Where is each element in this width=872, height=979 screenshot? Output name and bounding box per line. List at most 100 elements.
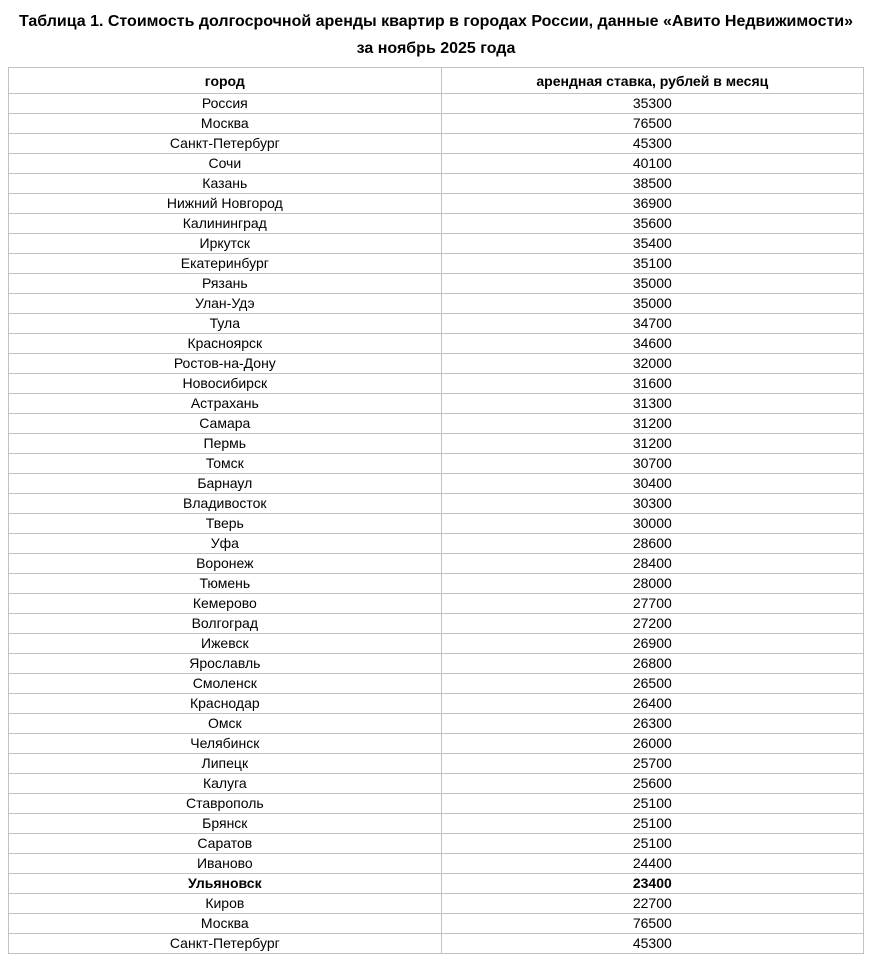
rate-cell: 36900 [440,193,865,214]
city-cell: Калининград [8,213,442,234]
city-cell: Тула [8,313,442,334]
table-row: Смоленск 26500 [8,673,865,694]
rate-cell: 28000 [440,573,865,594]
rate-cell: 45300 [440,133,865,154]
rate-cell: 31600 [440,373,865,394]
table-row: Рязань 35000 [8,273,865,294]
table-row: Калуга 25600 [8,773,865,794]
table-header: город арендная ставка, рублей в месяц [8,67,865,94]
rate-cell: 30000 [440,513,865,534]
rate-cell: 76500 [440,113,865,134]
rate-cell: 35300 [440,93,865,114]
table-row: Красноярск 34600 [8,333,865,354]
table-row: Киров 22700 [8,893,865,914]
city-cell: Красноярск [8,333,442,354]
table-row: Нижний Новгород 36900 [8,193,865,214]
table-row: Томск 30700 [8,453,865,474]
table-row: Пермь 31200 [8,433,865,454]
rate-cell: 25600 [440,773,865,794]
table-title: Таблица 1. Стоимость долгосрочной аренды… [18,13,854,57]
table-row: Воронеж 28400 [8,553,865,574]
table-row: Санкт-Петербург 45300 [8,933,865,954]
rate-cell: 31300 [440,393,865,414]
city-cell: Барнаул [8,473,442,494]
city-cell: Челябинск [8,733,442,754]
rate-cell: 30700 [440,453,865,474]
header-rate: арендная ставка, рублей в месяц [440,67,865,94]
table-row: Ижевск 26900 [8,633,865,654]
table-row: Краснодар 26400 [8,693,865,714]
city-cell: Кемерово [8,593,442,614]
city-cell: Ставрополь [8,793,442,814]
city-cell: Саратов [8,833,442,854]
city-cell: Иркутск [8,233,442,254]
city-cell: Брянск [8,813,442,834]
rate-cell: 31200 [440,433,865,454]
rate-cell: 26800 [440,653,865,674]
rate-cell: 35400 [440,233,865,254]
rate-cell: 23400 [440,873,865,894]
table-row: Улан-Удэ 35000 [8,293,865,314]
city-cell: Волгоград [8,613,442,634]
city-cell: Липецк [8,753,442,774]
city-cell: Тверь [8,513,442,534]
city-cell: Владивосток [8,493,442,514]
rate-cell: 26900 [440,633,865,654]
table-body: Россия 35300 Москва 76500 Санкт-Петербург 453… [8,93,865,954]
city-cell: Санкт-Петербург [8,933,442,954]
city-cell: Самара [8,413,442,434]
rate-cell: 27200 [440,613,865,634]
rate-cell: 26500 [440,673,865,694]
page: Таблица 1. Стоимость долгосрочной аренды… [0,8,872,954]
city-cell: Киров [8,893,442,914]
table-row: Москва 76500 [8,113,865,134]
table-row: Омск 26300 [8,713,865,734]
table-row: Иваново 24400 [8,853,865,874]
city-cell: Нижний Новгород [8,193,442,214]
table-row: Саратов 25100 [8,833,865,854]
table-row: Калининград 35600 [8,213,865,234]
rate-cell: 27700 [440,593,865,614]
rate-cell: 22700 [440,893,865,914]
table-row: Волгоград 27200 [8,613,865,634]
city-cell: Ярославль [8,653,442,674]
table-row: Сочи 40100 [8,153,865,174]
table-row: Ростов-на-Дону 32000 [8,353,865,374]
rate-cell: 30300 [440,493,865,514]
table-row: Уфа 28600 [8,533,865,554]
city-cell: Москва [8,913,442,934]
city-cell: Новосибирск [8,373,442,394]
rate-cell: 35100 [440,253,865,274]
header-row: город арендная ставка, рублей в месяц [8,67,865,94]
rate-cell: 28400 [440,553,865,574]
rate-cell: 28600 [440,533,865,554]
city-cell: Уфа [8,533,442,554]
city-cell: Рязань [8,273,442,294]
table-row: Ставрополь 25100 [8,793,865,814]
city-cell: Москва [8,113,442,134]
rate-cell: 31200 [440,413,865,434]
city-cell: Пермь [8,433,442,454]
table-row: Санкт-Петербург 45300 [8,133,865,154]
city-cell: Краснодар [8,693,442,714]
rate-cell: 34600 [440,333,865,354]
table-row: Барнаул 30400 [8,473,865,494]
city-cell: Воронеж [8,553,442,574]
rate-cell: 38500 [440,173,865,194]
rate-cell: 35000 [440,293,865,314]
city-cell: Тюмень [8,573,442,594]
city-cell: Иваново [8,853,442,874]
rate-cell: 26000 [440,733,865,754]
table-row: Россия 35300 [8,93,865,114]
rate-cell: 25100 [440,833,865,854]
rate-cell: 40100 [440,153,865,174]
table-row: Челябинск 26000 [8,733,865,754]
table-row: Астрахань 31300 [8,393,865,414]
rate-cell: 25100 [440,793,865,814]
city-cell: Астрахань [8,393,442,414]
table-row: Новосибирск 31600 [8,373,865,394]
table-row: Тверь 30000 [8,513,865,534]
table-row: Тула 34700 [8,313,865,334]
rate-cell: 25100 [440,813,865,834]
city-cell: Ульяновск [8,873,442,894]
